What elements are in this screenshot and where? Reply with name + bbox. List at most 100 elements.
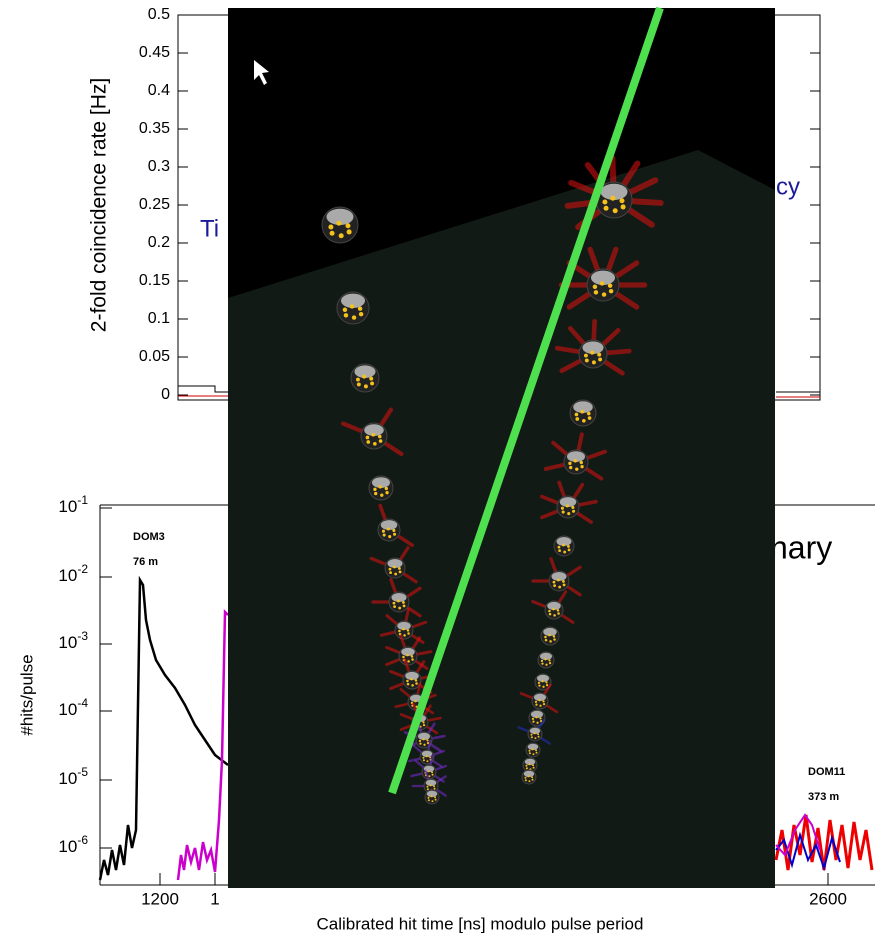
top-y-tick-label: 0.4 bbox=[148, 82, 170, 99]
dom-cap bbox=[401, 647, 415, 656]
dom-pmt bbox=[430, 795, 433, 798]
dom-cap bbox=[527, 743, 539, 750]
dom-cap bbox=[600, 183, 628, 200]
top-y-tick-label: 0.3 bbox=[148, 158, 170, 175]
dom-pmt bbox=[556, 609, 560, 612]
dom-cap bbox=[405, 671, 419, 680]
dom-pmt bbox=[533, 732, 536, 735]
dom-pmt bbox=[398, 629, 401, 633]
top-histogram bbox=[178, 385, 820, 393]
dom-pmt bbox=[573, 459, 577, 463]
dom-cap bbox=[372, 477, 390, 488]
dom-pmt bbox=[369, 376, 374, 381]
bottom-x-tick-label: 2600 bbox=[809, 889, 847, 908]
dom-pmt bbox=[425, 755, 428, 758]
bottom-y-label: #hits/pulse bbox=[17, 654, 36, 735]
dom-pmt bbox=[591, 360, 596, 365]
dom-pmt bbox=[422, 756, 425, 759]
dom-cap bbox=[380, 520, 398, 530]
dom-pmt bbox=[537, 733, 540, 736]
dom-pmt bbox=[394, 572, 398, 576]
dom-pmt bbox=[427, 770, 430, 773]
dom-pmt bbox=[549, 640, 552, 643]
dom-pmt bbox=[427, 796, 430, 799]
tick-exponent: -1 bbox=[77, 493, 88, 507]
dom-cap bbox=[556, 537, 572, 546]
dom-pmt bbox=[528, 752, 531, 755]
dom-cap bbox=[421, 750, 433, 757]
dom-cap bbox=[540, 652, 552, 661]
dom-pmt bbox=[426, 739, 429, 742]
dom-pmt bbox=[593, 290, 599, 295]
dom-pmt bbox=[597, 352, 602, 357]
dom-pmt bbox=[382, 533, 386, 537]
dom-pmt bbox=[532, 753, 535, 756]
dom-pmt bbox=[556, 578, 560, 582]
dom-pmt bbox=[524, 779, 527, 782]
dom-pmt bbox=[535, 716, 538, 719]
dom-pmt bbox=[429, 784, 432, 787]
dom-pmt bbox=[374, 491, 378, 496]
tick-base: 10 bbox=[58, 497, 77, 516]
dom-pmt bbox=[541, 662, 544, 665]
dom-pmt bbox=[524, 776, 527, 779]
top-y-tick-label: 0.25 bbox=[139, 196, 170, 213]
dom-pmt bbox=[384, 486, 389, 491]
dom-cap bbox=[354, 365, 376, 379]
dom-pmt bbox=[592, 284, 598, 290]
tick-exponent: -3 bbox=[77, 629, 88, 643]
tick-base: 10 bbox=[58, 566, 77, 585]
dom-pmt bbox=[434, 798, 437, 801]
dom-pmt bbox=[528, 763, 531, 766]
dom3-depth: 76 m bbox=[133, 556, 158, 568]
tick-exponent: -2 bbox=[77, 562, 88, 576]
dom-cap bbox=[426, 790, 438, 797]
dom-cap bbox=[534, 693, 546, 702]
tick-base: 10 bbox=[58, 700, 77, 719]
dom-pmt bbox=[415, 682, 418, 685]
dom-pmt bbox=[568, 461, 572, 466]
dom-pmt bbox=[434, 796, 437, 799]
bottom-x-tick-label: 1 bbox=[210, 889, 219, 908]
purple-curve bbox=[176, 609, 229, 881]
dom-pmt bbox=[544, 638, 548, 642]
dom-pmt bbox=[584, 358, 589, 363]
dom-pmt bbox=[532, 764, 535, 767]
dom-pmt bbox=[402, 604, 406, 608]
dom-pmt bbox=[575, 467, 579, 471]
top-y-tick-label: 0.05 bbox=[139, 348, 170, 365]
dom-pmt bbox=[548, 633, 551, 637]
dom-pmt bbox=[612, 208, 618, 214]
dom-pmt bbox=[349, 304, 355, 309]
dom-pmt bbox=[582, 418, 586, 423]
dom-pmt bbox=[583, 353, 588, 358]
dom-cap bbox=[573, 401, 593, 413]
dom-pmt bbox=[410, 655, 414, 658]
dom-pmt bbox=[406, 653, 409, 657]
dom-pmt bbox=[433, 787, 436, 790]
dom-pmt bbox=[370, 381, 375, 386]
dom-pmt bbox=[567, 548, 571, 552]
dom-pmt bbox=[431, 771, 434, 774]
dom-pmt bbox=[548, 661, 552, 665]
bottom-y-tick-label: 10-2 bbox=[58, 562, 88, 585]
dom-cap bbox=[524, 758, 536, 765]
dom-pmt bbox=[534, 737, 537, 740]
dom-pmt bbox=[389, 571, 392, 574]
dom-pmt bbox=[373, 441, 377, 446]
dom-pmt bbox=[558, 549, 561, 552]
dom-pmt bbox=[562, 583, 566, 587]
dom-pmt bbox=[565, 504, 569, 508]
dom-pmt bbox=[392, 528, 396, 533]
dom-pmt bbox=[545, 683, 549, 687]
top-text-left: Ti bbox=[200, 215, 219, 242]
cursor bbox=[254, 60, 269, 85]
top-y-tick-label: 0.1 bbox=[148, 310, 170, 327]
tick-base: 10 bbox=[58, 769, 77, 788]
dom-pmt bbox=[342, 307, 348, 313]
dom-pmt bbox=[530, 736, 533, 739]
dom-pmt bbox=[545, 681, 548, 684]
bottom-y-tick-label: 10-1 bbox=[58, 493, 88, 516]
dom-pmt bbox=[426, 760, 429, 763]
dom-pmt bbox=[525, 764, 528, 767]
